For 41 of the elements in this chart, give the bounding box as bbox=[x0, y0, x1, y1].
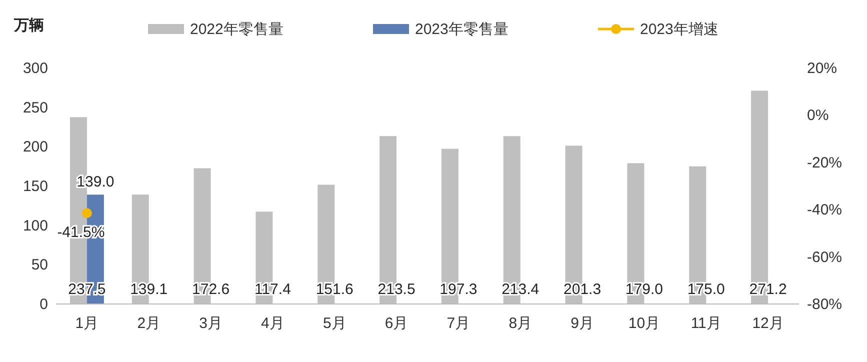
y2-tick-label: 0% bbox=[807, 107, 829, 124]
data-label: 175.0 bbox=[687, 281, 725, 298]
x-tick-label: 8月 bbox=[508, 315, 532, 332]
data-label: 213.4 bbox=[502, 281, 540, 298]
data-label: 117.4 bbox=[254, 281, 291, 298]
x-tick-label: 5月 bbox=[322, 315, 346, 332]
data-label: 151.6 bbox=[316, 281, 354, 298]
data-label: 179.0 bbox=[625, 281, 663, 298]
y-tick-label: 100 bbox=[22, 217, 48, 234]
y-tick-label: 150 bbox=[22, 178, 48, 195]
x-tick-label: 7月 bbox=[446, 315, 470, 332]
y-tick-label: 0 bbox=[40, 296, 48, 313]
y-tick-label: 200 bbox=[22, 138, 48, 156]
data-label: 201.3 bbox=[564, 281, 602, 298]
x-tick-label: 12月 bbox=[752, 315, 784, 332]
x-tick-label: 10月 bbox=[628, 315, 660, 332]
x-tick-label: 9月 bbox=[570, 315, 594, 332]
x-tick-label: 6月 bbox=[384, 315, 408, 332]
data-label: 197.3 bbox=[440, 281, 478, 298]
x-tick-label: 11月 bbox=[690, 315, 722, 332]
data-label: 271.2 bbox=[749, 281, 787, 298]
y2-tick-label: -40% bbox=[807, 202, 842, 219]
y-tick-label: 50 bbox=[31, 256, 48, 274]
legend-label: 2023年零售量 bbox=[415, 21, 508, 38]
x-tick-label: 2月 bbox=[137, 315, 161, 332]
y2-tick-label: 20% bbox=[807, 60, 838, 77]
legend-label: 2023年增速 bbox=[640, 21, 718, 38]
x-tick-label: 1月 bbox=[75, 315, 99, 332]
data-label: 172.6 bbox=[192, 281, 230, 298]
x-tick-label: 3月 bbox=[199, 315, 222, 332]
y2-tick-label: -60% bbox=[807, 248, 842, 266]
data-label: 213.5 bbox=[378, 281, 416, 298]
data-label: 139.0 bbox=[76, 174, 114, 191]
x-tick-label: 4月 bbox=[261, 315, 284, 332]
y-tick-label: 300 bbox=[22, 60, 48, 77]
data-label: 139.1 bbox=[130, 281, 168, 298]
y2-tick-label: -80% bbox=[807, 296, 842, 313]
y-axis-title: 万辆 bbox=[13, 17, 44, 34]
y2-tick-label: -20% bbox=[807, 154, 842, 172]
legend-label: 2022年零售量 bbox=[190, 21, 284, 38]
y-tick-label: 250 bbox=[22, 99, 48, 116]
